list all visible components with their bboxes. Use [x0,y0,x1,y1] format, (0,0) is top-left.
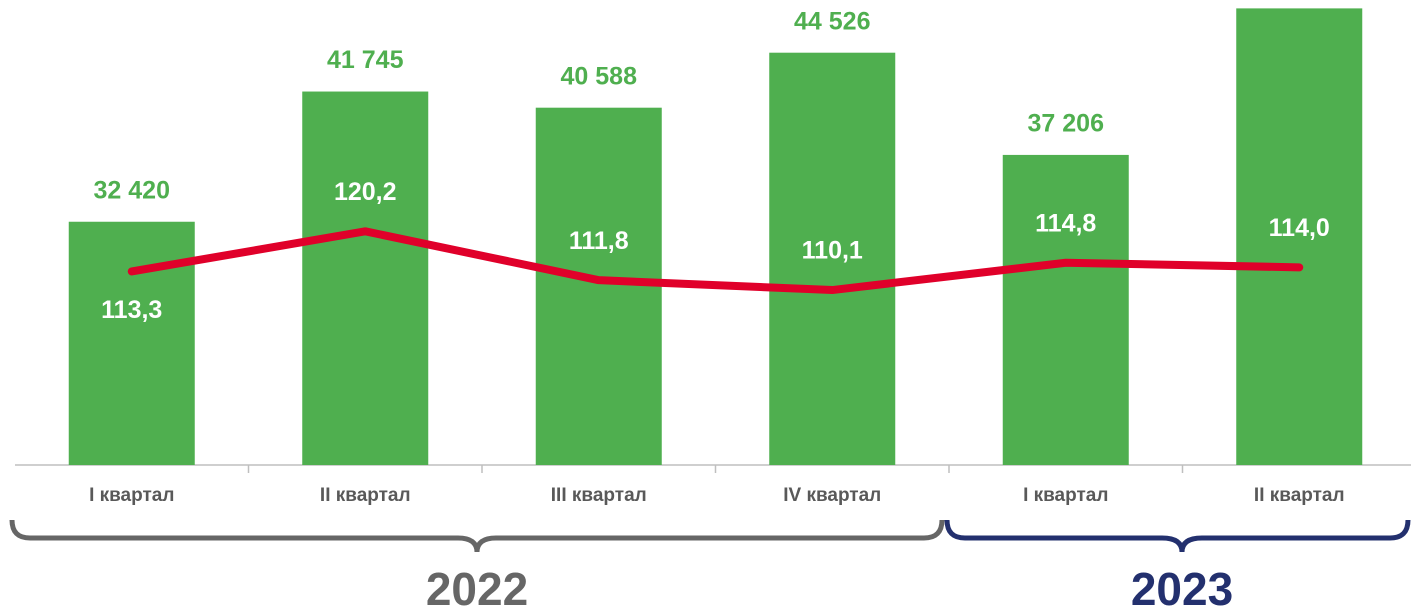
bar [1002,154,1129,466]
x-tick-label: II квартал [320,485,411,506]
x-tick-label: IV квартал [783,485,881,506]
line-label: 120,2 [334,178,397,206]
line-label: 113,3 [101,296,162,324]
bar [68,221,195,465]
x-tick-label: I квартал [89,485,174,506]
bar-label: 41 745 [327,46,404,74]
bar [1236,8,1363,465]
x-tick-label: III квартал [551,485,647,506]
group-label: 2022 [426,563,528,613]
bar [302,91,429,465]
line-label: 110,1 [802,237,863,265]
group-label: 2023 [1131,563,1233,613]
x-tick-label: I квартал [1023,485,1108,506]
bar [769,52,896,465]
bar-label: 44 526 [794,7,870,35]
bar-label: 37 206 [1028,110,1104,138]
line-label: 111,8 [569,227,629,255]
line-label: 114,8 [1035,209,1096,237]
bar-label: 40 588 [561,62,638,90]
line-label: 114,0 [1269,214,1330,242]
x-tick-label: II квартал [1254,485,1345,506]
bar-label: 32 420 [94,176,170,204]
bar [535,107,662,465]
line [127,227,1304,295]
group-brace [9,519,945,553]
group-brace [944,519,1411,553]
